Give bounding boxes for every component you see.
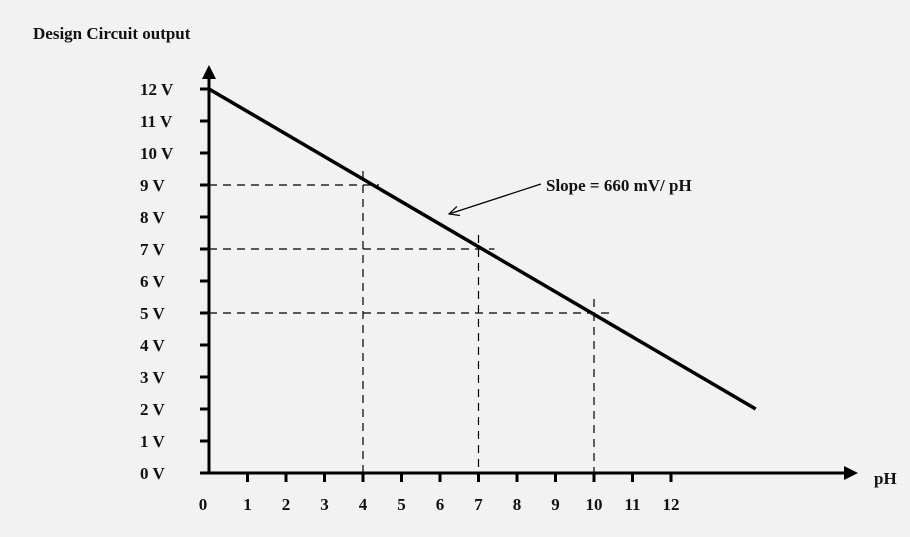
x-axis-label: pH <box>874 469 897 488</box>
x-tick-label: 4 <box>359 495 368 514</box>
y-tick-label: 0 V <box>140 464 165 483</box>
x-tick-label: 10 <box>586 495 603 514</box>
reference-guides <box>209 171 610 473</box>
y-ticks: 0 V 1 V 2 V 3 V 4 V 5 V 6 V 7 V 8 V 9 V 10 V 11 V 12… <box>140 80 209 483</box>
y-tick-label: 6 V <box>140 272 165 291</box>
x-tick-label: 8 <box>513 495 522 514</box>
y-tick-label: 1 V <box>140 432 165 451</box>
x-tick-label: 2 <box>282 495 291 514</box>
x-tick-label: 5 <box>397 495 406 514</box>
y-tick-label: 7 V <box>140 240 165 259</box>
y-tick-label: 11 V <box>140 112 173 131</box>
series-group <box>208 87 757 411</box>
y-tick-label: 3 V <box>140 368 165 387</box>
y-axis-arrowhead <box>202 65 216 79</box>
series-line <box>208 87 757 411</box>
x-tick-label: 12 <box>663 495 680 514</box>
x-tick-label: 11 <box>624 495 640 514</box>
x-tick-label: 6 <box>436 495 445 514</box>
y-tick-label: 4 V <box>140 336 165 355</box>
x-tick-label: 0 <box>199 495 208 514</box>
annotation-arrow-line <box>448 183 542 215</box>
y-tick-label: 12 V <box>140 80 174 99</box>
slope-annotation: Slope = 660 mV/ pH <box>546 176 692 195</box>
y-tick-label: 10 V <box>140 144 174 163</box>
y-tick-label: 2 V <box>140 400 165 419</box>
y-tick-label: 9 V <box>140 176 165 195</box>
annotation-group: Slope = 660 mV/ pH <box>447 176 692 217</box>
y-tick-label: 8 V <box>140 208 165 227</box>
x-tick-label: 7 <box>474 495 483 514</box>
x-tick-label: 1 <box>243 495 252 514</box>
x-tick-label: 3 <box>320 495 329 514</box>
x-tick-label: 9 <box>551 495 560 514</box>
annotation-arrowhead <box>447 205 460 217</box>
y-tick-label: 5 V <box>140 304 165 323</box>
axes <box>202 65 858 480</box>
chart-title: Design Circuit output <box>33 24 191 43</box>
x-axis-arrowhead <box>844 466 858 480</box>
x-ticks: 0 1 2 3 4 5 6 7 8 9 10 11 12 <box>199 473 680 514</box>
